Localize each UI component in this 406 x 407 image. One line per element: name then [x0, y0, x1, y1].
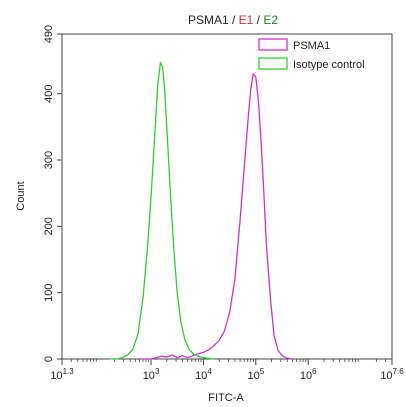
x-tick-label: 104 — [195, 367, 212, 382]
title-part-2: E1 — [239, 13, 254, 27]
series-layer — [109, 61, 293, 360]
x-tick-label: 103 — [143, 367, 160, 382]
legend-label: Isotype control — [293, 59, 365, 71]
title-part-3: / — [253, 13, 263, 27]
y-axis-label: Count — [15, 181, 27, 210]
title-part-4: E2 — [263, 13, 278, 27]
legend-label: PSMA1 — [293, 40, 330, 52]
title-part-1: / — [229, 13, 239, 27]
y-tick-label: 0 — [43, 356, 55, 362]
plot-area — [61, 33, 393, 360]
chart-title: PSMA1 / E1 / E2 — [188, 13, 278, 27]
x-tick-label: 107.6 — [380, 367, 404, 382]
legend-swatch — [258, 38, 288, 51]
x-tick-label: 106 — [300, 367, 317, 382]
series-line-isotype-control — [109, 61, 214, 360]
y-tick-label: 100 — [43, 283, 55, 301]
y-tick-label: 490 — [43, 25, 55, 43]
y-tick-label: 200 — [43, 217, 55, 235]
y-axis: 0 100 200 300 400 490 — [43, 25, 62, 362]
series-line-psma1 — [140, 73, 293, 360]
x-tick-label: 105 — [247, 367, 264, 382]
legend: PSMA1 Isotype control — [258, 38, 365, 71]
legend-swatch — [258, 57, 288, 70]
title-part-0: PSMA1 — [188, 13, 229, 27]
y-tick-label: 400 — [43, 85, 55, 103]
y-tick-label: 300 — [43, 151, 55, 169]
x-tick-label: 101.3 — [50, 367, 74, 382]
x-axis: 101.3 103 104 105 106 107.6 — [50, 359, 404, 382]
x-axis-label: FITC-A — [208, 392, 244, 404]
